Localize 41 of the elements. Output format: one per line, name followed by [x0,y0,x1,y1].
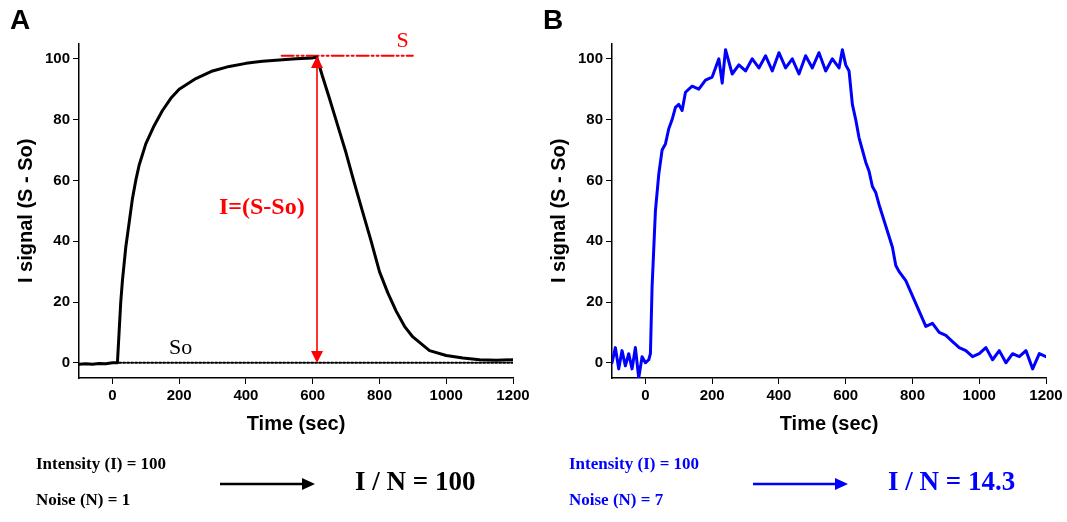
y-axis-title: I signal (S - So) [13,138,36,284]
y-tick-label: 20 [53,292,71,310]
y-tick-label: 80 [53,109,71,127]
x-axis-title: Time (sec) [246,411,346,434]
y-tick-label: 20 [586,292,604,310]
x-tick-label: 200 [699,386,725,404]
y-tick-label: 40 [53,231,71,249]
chart-title: A [10,3,31,35]
y-axis-title: I signal (S - So) [546,138,569,284]
chart-title: B [543,3,564,35]
y-tick-label: 80 [586,109,604,127]
text: Noise (N) = 1 [36,490,131,510]
x-tick-label: 400 [233,386,259,404]
x-tick-label: 600 [833,386,859,404]
x-tick-label: 1200 [496,386,530,404]
x-tick-label: 800 [366,386,392,404]
x-tick-label: 200 [166,386,192,404]
x-tick-label: 0 [641,386,650,404]
x-tick-label: 1000 [429,386,463,404]
text: I / N = 100 [355,466,476,497]
x-tick-label: 0 [108,386,117,404]
x-tick-label: 1200 [1029,386,1063,404]
text: I / N = 14.3 [888,466,1016,497]
x-tick-label: 400 [766,386,792,404]
y-tick-label: 0 [61,352,71,370]
y-tick-label: 60 [586,170,604,188]
text: Intensity (I) = 100 [569,454,700,474]
text: Intensity (I) = 100 [36,454,167,474]
text: Noise (N) = 7 [569,490,664,510]
x-axis-title: Time (sec) [779,411,879,434]
series-label: So [169,333,193,359]
y-tick-label: 60 [53,170,71,188]
y-tick-label: 40 [586,231,604,249]
x-tick-label: 1000 [962,386,996,404]
y-tick-label: 100 [578,48,604,66]
x-tick-label: 800 [899,386,925,404]
y-tick-label: 0 [594,352,604,370]
series-label: S [396,26,409,52]
x-tick-label: 600 [300,386,326,404]
y-tick-label: 100 [45,48,71,66]
annotation: I=(S-So) [218,193,305,221]
